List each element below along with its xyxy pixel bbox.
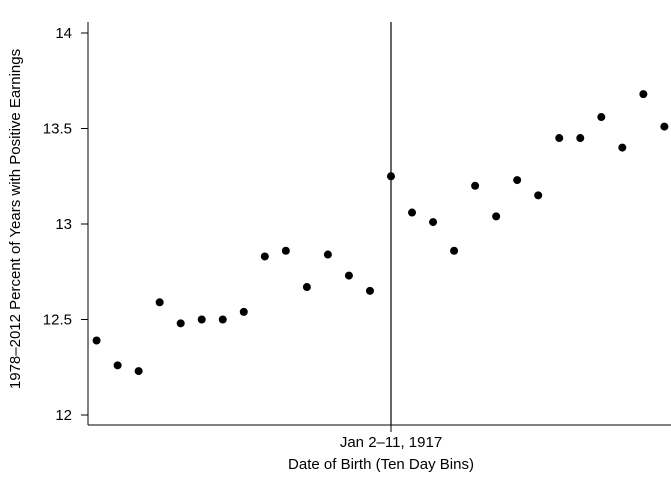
data-point bbox=[323, 250, 332, 259]
data-point bbox=[555, 134, 564, 143]
x-tick-label: Jan 2–11, 1917 bbox=[340, 434, 442, 451]
data-point bbox=[534, 191, 543, 200]
y-axis-label: 1978–2012 Percent of Years with Positive… bbox=[7, 49, 24, 389]
data-point bbox=[302, 283, 311, 292]
data-points bbox=[92, 90, 669, 376]
data-point bbox=[239, 307, 248, 316]
y-tick-label: 12 bbox=[55, 407, 72, 424]
data-point bbox=[218, 315, 227, 324]
data-point bbox=[260, 252, 269, 261]
y-tick-label: 12.5 bbox=[43, 312, 72, 329]
data-point bbox=[471, 181, 480, 190]
data-point bbox=[281, 246, 290, 255]
data-point bbox=[387, 172, 395, 181]
data-point bbox=[618, 143, 627, 152]
data-point bbox=[513, 176, 522, 185]
data-point bbox=[492, 212, 501, 221]
data-point bbox=[429, 218, 438, 227]
data-point bbox=[597, 113, 606, 122]
axes: 12 12.5 13 13.5 14 Jan 2–11, 1917 bbox=[43, 22, 671, 451]
y-tick-label: 13 bbox=[55, 216, 72, 233]
x-axis-label: Date of Birth (Ten Day Bins) bbox=[288, 456, 474, 473]
data-point bbox=[92, 336, 101, 345]
data-point bbox=[155, 298, 164, 307]
data-point bbox=[365, 286, 374, 295]
data-point bbox=[660, 122, 669, 131]
data-point bbox=[197, 315, 206, 324]
data-point bbox=[576, 134, 585, 143]
data-point bbox=[639, 90, 648, 99]
data-point bbox=[113, 361, 122, 370]
data-point bbox=[134, 367, 143, 376]
data-point bbox=[408, 208, 417, 217]
data-point bbox=[450, 246, 459, 255]
data-point bbox=[176, 319, 185, 328]
y-tick-label: 14 bbox=[55, 25, 72, 42]
data-point bbox=[344, 271, 353, 280]
y-tick-label: 13.5 bbox=[43, 121, 72, 138]
